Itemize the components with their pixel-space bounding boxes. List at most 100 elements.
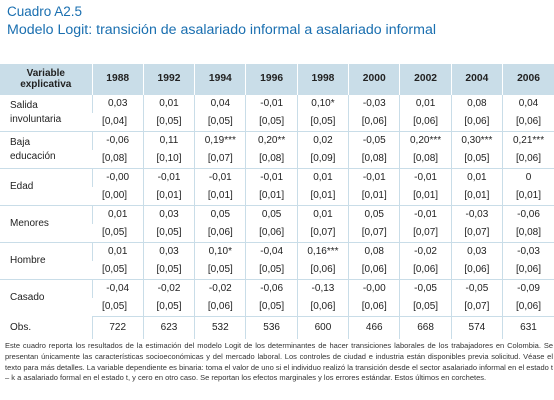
obs-cell: 536 <box>245 316 298 339</box>
se-cell: [0,05] <box>142 261 195 280</box>
coef-cell: 0,21*** <box>502 131 554 150</box>
year-header: 1996 <box>245 64 298 95</box>
coef-cell: 0,01 <box>142 94 195 113</box>
coef-cell: -0,03 <box>450 205 503 224</box>
coef-cell: -0,05 <box>399 279 452 298</box>
table-label: Cuadro A2.5 <box>7 4 83 19</box>
coef-cell: 0,01 <box>399 94 452 113</box>
se-cell: [0,05] <box>142 113 195 132</box>
se-cell: [0,06] <box>450 113 503 132</box>
se-cell: [0,06] <box>502 261 554 280</box>
se-cell: [0,08] <box>502 224 554 243</box>
se-cell: [0,06] <box>502 150 554 169</box>
coef-cell: 0,01 <box>296 205 349 224</box>
se-row: [0,05] [0,05] [0,06] [0,06] [0,07] [0,07] [0,0… <box>0 224 554 243</box>
se-cell: [0,05] <box>296 113 349 132</box>
se-cell: [0,09] <box>296 150 349 169</box>
coef-cell: 0,03 <box>91 94 144 113</box>
year-header: 1998 <box>296 64 349 95</box>
coef-cell: -0,05 <box>348 131 400 150</box>
se-cell: [0,07] <box>348 224 400 243</box>
coef-cell: 0,20*** <box>399 131 452 150</box>
coef-cell: 0,19*** <box>194 131 246 150</box>
obs-cell: 631 <box>502 316 554 339</box>
coef-cell: 0,10* <box>296 94 349 113</box>
coef-cell: 0,01 <box>450 168 503 187</box>
coef-cell: -0,00 <box>348 279 400 298</box>
header-row: Variable explicativa 1988 1992 1994 1996 … <box>0 64 554 95</box>
coef-cell: -0,01 <box>399 205 452 224</box>
coef-cell: -0,01 <box>348 168 400 187</box>
se-cell: [0,05] <box>245 261 298 280</box>
obs-cell: 600 <box>296 316 349 339</box>
coef-cell: -0,06 <box>245 279 298 298</box>
coef-row: Casado -0,04 -0,02 -0,02 -0,06 -0,13 -0,00 -0,0… <box>0 279 554 317</box>
se-cell: [0,06] <box>450 261 503 280</box>
coef-cell: 0,04 <box>502 94 554 113</box>
se-cell: [0,07] <box>450 224 503 243</box>
coef-cell: 0,03 <box>450 242 503 261</box>
se-cell: [0,01] <box>245 187 298 206</box>
obs-cell: 532 <box>194 316 246 339</box>
variable-label: Baja educación <box>0 131 93 169</box>
se-cell: [0,06] <box>245 224 298 243</box>
coef-cell: -0,01 <box>245 168 298 187</box>
se-cell: [0,06] <box>399 113 452 132</box>
coef-cell: 0,05 <box>348 205 400 224</box>
se-row: [0,05] [0,05] [0,06] [0,05] [0,06] [0,06] [0,0… <box>0 298 554 317</box>
se-cell: [0,05] <box>245 113 298 132</box>
se-cell: [0,05] <box>92 224 144 243</box>
obs-cell: 574 <box>450 316 503 339</box>
se-cell: [0,07] <box>399 224 452 243</box>
coef-cell: 0,03 <box>142 205 195 224</box>
se-cell: [0,01] <box>142 187 195 206</box>
se-cell: [0,06] <box>296 261 349 280</box>
table-title: Modelo Logit: transición de asalariado i… <box>7 22 437 38</box>
se-cell: [0,01] <box>348 187 400 206</box>
se-cell: [0,07] <box>194 150 246 169</box>
year-header: 1992 <box>142 64 195 95</box>
coef-cell: 0,03 <box>142 242 195 261</box>
coef-cell: -0,04 <box>91 279 144 298</box>
year-header: 1994 <box>194 64 246 95</box>
se-cell: [0,04] <box>92 113 144 132</box>
coef-row: Edad -0,00 -0,01 -0,01 -0,01 0,01 -0,01 -0,01 0,… <box>0 168 554 206</box>
obs-cell: 722 <box>91 316 144 339</box>
coef-row: Menores 0,01 0,03 0,05 0,05 0,01 0,05 -0,01 -0,0… <box>0 205 554 243</box>
coef-cell: 0,30*** <box>450 131 503 150</box>
year-header: 2000 <box>348 64 400 95</box>
obs-row: Obs. 722 623 532 536 600 466 668 574 631 <box>0 316 554 339</box>
coef-cell: -0,02 <box>399 242 452 261</box>
coef-cell: 0,20** <box>245 131 298 150</box>
coef-cell: 0,02 <box>296 131 349 150</box>
se-cell: [0,06] <box>194 298 246 317</box>
se-cell: [0,05] <box>450 150 503 169</box>
se-cell: [0,01] <box>194 187 246 206</box>
variable-label: Edad <box>0 168 93 206</box>
coef-cell: 0,16*** <box>296 242 349 261</box>
obs-cell: 668 <box>399 316 452 339</box>
se-cell: [0,08] <box>348 150 400 169</box>
se-cell: [0,06] <box>399 261 452 280</box>
coef-cell: -0,02 <box>194 279 246 298</box>
coef-cell: -0,02 <box>142 279 195 298</box>
coef-row: Hombre 0,01 0,03 0,10* -0,04 0,16*** 0,08 -0,02… <box>0 242 554 280</box>
header-variable: Variable explicativa <box>0 64 93 95</box>
logit-results-table: Variable explicativa 1988 1992 1994 1996 … <box>0 64 554 339</box>
coef-cell: 0,05 <box>245 205 298 224</box>
year-header: 2006 <box>502 64 554 95</box>
coef-cell: -0,13 <box>296 279 349 298</box>
variable-label: Casado <box>0 279 93 317</box>
se-cell: [0,05] <box>142 298 195 317</box>
year-header: 1988 <box>91 64 144 95</box>
year-header: 2004 <box>450 64 503 95</box>
se-cell: [0,01] <box>399 187 452 206</box>
se-row: [0,04] [0,05] [0,05] [0,05] [0,05] [0,06] [0,0… <box>0 113 554 132</box>
se-cell: [0,07] <box>450 298 503 317</box>
se-cell: [0,05] <box>92 261 144 280</box>
se-cell: [0,08] <box>92 150 144 169</box>
coef-cell: 0,08 <box>450 94 503 113</box>
se-cell: [0,06] <box>194 224 246 243</box>
coef-row: Salida involuntaria 0,03 0,01 0,04 -0,01 0,10*… <box>0 94 554 132</box>
coef-cell: 0,10* <box>194 242 246 261</box>
